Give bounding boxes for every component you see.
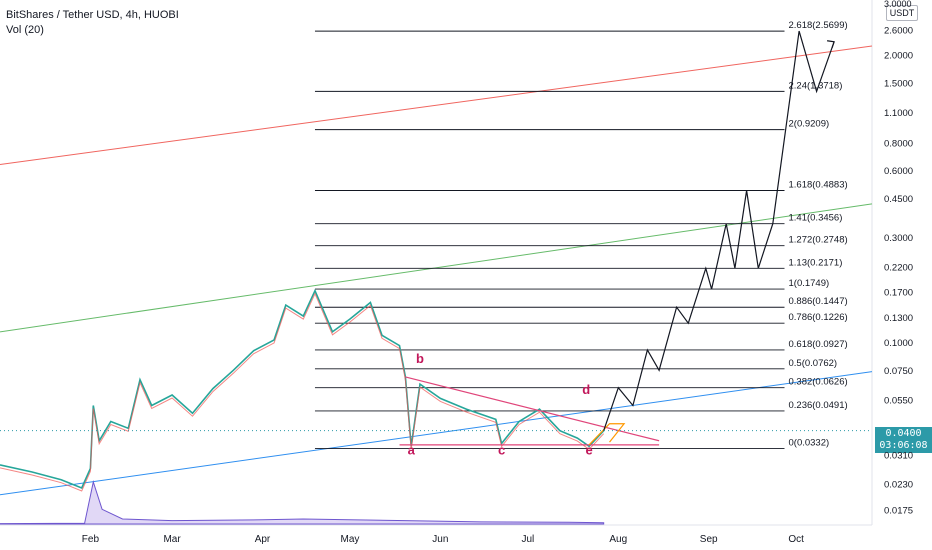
orange-wedge bbox=[588, 423, 626, 446]
price-series bbox=[0, 288, 605, 490]
fib-level-label: 2(0.9209) bbox=[789, 119, 830, 130]
time-tick-label: May bbox=[341, 534, 360, 545]
time-tick-label: Mar bbox=[163, 534, 181, 545]
price-tick-label: 2.0000 bbox=[884, 51, 913, 62]
projection-path bbox=[603, 30, 835, 431]
fib-level-label: 0.886(0.1447) bbox=[789, 296, 848, 307]
fib-level-label: 1.618(0.4883) bbox=[789, 180, 848, 191]
last-price-marker: 0.0400 03:06:08 bbox=[875, 427, 932, 453]
price-tick-label: 1.5000 bbox=[884, 78, 913, 89]
wave-label: b bbox=[416, 351, 424, 366]
price-tick-label: 0.1700 bbox=[884, 287, 913, 298]
price-series-lows bbox=[0, 292, 605, 492]
fib-level-label: 0.382(0.0626) bbox=[789, 377, 848, 388]
price-tick-label: 0.8000 bbox=[884, 139, 913, 150]
price-tick-label: 2.6000 bbox=[884, 26, 913, 37]
time-tick-label: Sep bbox=[700, 534, 718, 545]
wave-label: a bbox=[408, 443, 416, 458]
price-tick-label: 0.0230 bbox=[884, 479, 913, 490]
chart-title: BitShares / Tether USD, 4h, HUOBI bbox=[6, 9, 179, 21]
wave-label: e bbox=[585, 443, 592, 458]
price-tick-label: 0.3000 bbox=[884, 233, 913, 244]
time-tick-label: Apr bbox=[255, 534, 271, 545]
fib-level-label: 1(0.1749) bbox=[789, 278, 830, 289]
price-tick-label: 0.0550 bbox=[884, 396, 913, 407]
red-channel-line bbox=[0, 45, 873, 166]
fib-level-label: 0.236(0.0491) bbox=[789, 400, 848, 411]
triangle-upper-line bbox=[405, 376, 660, 442]
fib-level-label: 2.618(2.5699) bbox=[789, 20, 848, 31]
fib-level-label: 0(0.0332) bbox=[789, 438, 830, 449]
price-tick-label: 0.2200 bbox=[884, 263, 913, 274]
fib-level-label: 1.41(0.3456) bbox=[789, 213, 843, 224]
currency-badge[interactable]: USDT bbox=[886, 5, 918, 21]
time-tick-label: Jun bbox=[432, 534, 448, 545]
bar-countdown: 03:06:08 bbox=[879, 440, 928, 451]
price-tick-label: 0.1300 bbox=[884, 313, 913, 324]
price-tick-label: 0.0310 bbox=[884, 451, 913, 462]
price-tick-label: 1.1000 bbox=[884, 108, 913, 119]
price-tick-label: 3.0000 bbox=[884, 0, 912, 9]
price-tick-label: 0.4500 bbox=[884, 194, 913, 205]
wave-label: c bbox=[498, 443, 505, 458]
wave-label: d bbox=[582, 382, 590, 397]
fib-level-label: 1.272(0.2748) bbox=[789, 235, 848, 246]
projection-arrowhead bbox=[827, 40, 835, 48]
volume-series bbox=[0, 480, 605, 525]
volume-indicator-label[interactable]: Vol (20) bbox=[6, 24, 44, 36]
price-tick-label: 0.1000 bbox=[884, 338, 913, 349]
fib-level-label: 0.618(0.0927) bbox=[789, 339, 848, 350]
fib-level-label: 0.786(0.1226) bbox=[789, 312, 848, 323]
time-tick-label: Aug bbox=[609, 534, 627, 545]
time-tick-label: Oct bbox=[788, 534, 804, 545]
fib-level-label: 0.5(0.0762) bbox=[789, 358, 838, 369]
price-tick-label: 0.0175 bbox=[884, 506, 913, 517]
time-tick-label: Feb bbox=[82, 534, 100, 545]
price-tick-label: 0.0750 bbox=[884, 366, 913, 377]
last-price-value: 0.0400 bbox=[885, 428, 922, 439]
fib-level-label: 1.13(0.2171) bbox=[789, 257, 843, 268]
blue-channel-line bbox=[0, 371, 873, 496]
time-tick-label: Jul bbox=[521, 534, 534, 545]
price-tick-label: 0.6000 bbox=[884, 166, 913, 177]
